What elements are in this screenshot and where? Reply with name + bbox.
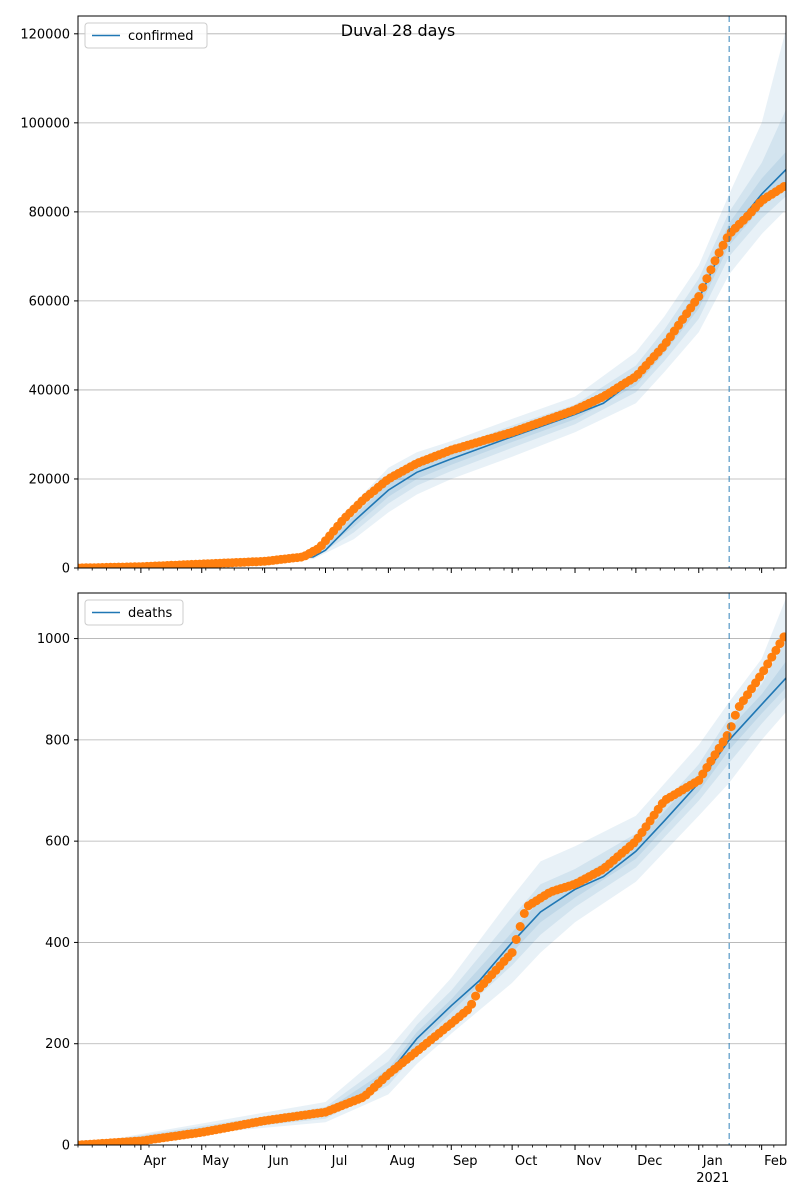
x-tick-label: May: [202, 1154, 229, 1169]
plot-area: [78, 598, 786, 1145]
observed-point: [706, 756, 716, 766]
y-tick-label: 40000: [29, 383, 70, 398]
observed-point: [698, 283, 708, 292]
observed-point: [706, 265, 716, 275]
axes-frame: [77, 15, 787, 569]
legend-label: confirmed: [128, 29, 194, 44]
plot-area: [78, 29, 786, 568]
uncertainty-band-2: [78, 109, 786, 568]
legend: deaths: [84, 599, 184, 626]
observed-point: [714, 743, 724, 753]
observed-point: [515, 922, 525, 931]
observed-point: [767, 652, 777, 662]
x-tick-label: Aug: [390, 1154, 415, 1169]
y-tick-label: 400: [45, 936, 70, 951]
y-tick-label: 600: [45, 835, 70, 850]
observed-point: [511, 935, 521, 944]
observed-point: [775, 639, 785, 649]
y-tick-label: 1000: [37, 632, 70, 647]
y-tick-label: 200: [45, 1037, 70, 1052]
observed-point: [763, 659, 773, 669]
legend-box: [84, 599, 184, 626]
observed-point: [759, 666, 769, 676]
observed-point: [722, 731, 732, 740]
observed-point: [771, 645, 781, 655]
observed-point: [779, 182, 786, 191]
observed-point: [710, 256, 720, 266]
observed-point: [698, 769, 708, 779]
x-tick-label: Dec: [637, 1154, 662, 1169]
observed-point: [718, 240, 728, 250]
x-tick-label: Oct: [515, 1154, 537, 1169]
x-tick-label: Feb: [764, 1154, 787, 1169]
y-tick-label: 0: [62, 1139, 70, 1154]
x-tick-label: Nov: [576, 1154, 602, 1169]
y-tick-label: 20000: [29, 472, 70, 487]
observed-point: [694, 292, 704, 301]
chart-title: Duval 28 days: [341, 21, 455, 40]
y-tick-label: 60000: [29, 294, 70, 309]
legend-label: deaths: [128, 606, 173, 621]
observed-point: [694, 775, 704, 785]
x-tick-label: Jul: [331, 1154, 348, 1169]
y-tick-label: 100000: [20, 116, 70, 131]
observed-point: [726, 722, 736, 732]
x-tick-label: Jan: [702, 1154, 723, 1169]
x-tick-label: Jun: [267, 1154, 288, 1169]
y-tick-label: 120000: [20, 27, 70, 42]
confirmed-panel: 0 20000 40000 60000 80000 100000 120000 confirm…: [20, 15, 787, 577]
x-tick-label: Apr: [144, 1154, 167, 1169]
axes-frame: [77, 592, 787, 1146]
y-tick-label: 0: [62, 562, 70, 577]
observed-point: [467, 999, 477, 1009]
y-tick-label: 80000: [29, 205, 70, 220]
observed-point: [710, 750, 720, 760]
x-year-label: 2021: [696, 1171, 729, 1186]
observed-point: [519, 909, 529, 918]
observed-point: [507, 948, 517, 958]
observed-point: [702, 274, 712, 284]
y-tick-label: 800: [45, 733, 70, 748]
observed-point: [730, 710, 740, 720]
observed-point: [702, 763, 712, 772]
x-tick-label: Sep: [453, 1154, 478, 1169]
deaths-panel: 0 200 400 600 800 1000 Apr May Jun Jul Aug Sep Oct No…: [37, 592, 787, 1186]
observed-point: [714, 248, 724, 258]
observed-point: [779, 632, 786, 642]
legend: confirmed: [84, 22, 208, 49]
observed-point: [718, 737, 728, 747]
observed-point: [471, 991, 481, 1001]
legend-box: [84, 22, 208, 49]
